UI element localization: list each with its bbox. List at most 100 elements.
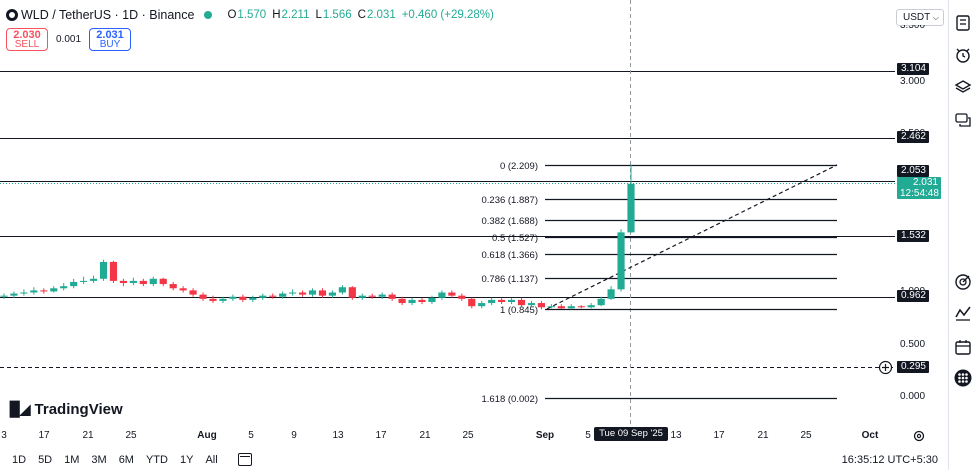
sell-price: 2.030 [13,29,41,41]
market-status-dot [204,11,213,19]
fib-level-label: 0.382 (1.688) [481,216,538,227]
candle-body [587,305,595,308]
candle-body [517,299,526,306]
tradingview-logo[interactable]: ▉◢ TradingView [10,401,123,418]
candle-body [279,293,287,297]
candle-body [627,183,635,233]
candle-body [328,292,337,296]
settings-gear-icon[interactable] [912,429,926,443]
candle-body [617,232,625,290]
chart-canvas[interactable]: 0 (2.209) 0.236 (1.887) 0.382 (1.688) 0.5 (… [0,0,948,448]
candle-body [209,298,217,301]
currency-select[interactable]: USDT ⌵ [896,9,944,26]
buy-button[interactable]: 2.031 BUY [89,28,132,51]
candle-body [348,287,356,298]
ideas-icon[interactable] [954,304,972,322]
candle-body [368,295,376,297]
alarm-clock-icon[interactable] [954,46,972,64]
date-range-calendar-icon[interactable] [237,453,252,466]
fib-level-label: 0.618 (1.366) [481,250,538,261]
time-axis-label: 5 [585,430,591,441]
price-tag: 2.053 [897,165,929,177]
candle-body [159,278,167,285]
candle-body [557,306,565,309]
candle-body [577,306,585,308]
candle-body [318,290,327,296]
candle-body [408,299,416,304]
time-axis-label: Aug [197,430,216,441]
candle-body [458,295,466,299]
candle-body [338,287,346,293]
time-axis-label: 25 [462,430,474,441]
target-icon[interactable] [954,273,972,291]
candle-body [70,281,78,287]
candle-body [537,303,546,308]
sell-label: SELL [14,39,40,50]
timeframe-3m[interactable]: 3M [91,453,107,466]
timeframe-1y[interactable]: 1Y [179,453,194,466]
timeframe-1m[interactable]: 1M [64,453,80,466]
time-axis-label: 9 [291,430,297,441]
time-axis-label: 25 [125,430,137,441]
candle-body [269,295,277,297]
timeframe-5d[interactable]: 5D [38,453,53,466]
candle-body [99,261,108,279]
buy-label: BUY [99,39,121,50]
layers-icon[interactable] [954,78,972,96]
candle-body [507,299,516,302]
bottom-toolbar: 1D 5D 1M 3M 6M YTD 1Y All 16:35:12 UTC+5… [0,449,948,470]
timeframe-ytd[interactable]: YTD [145,453,168,466]
candle-body [50,288,58,292]
timeframe-6m[interactable]: 6M [118,453,134,466]
candle-body [20,292,28,294]
fib-level-label: 0.236 (1.887) [481,195,538,206]
candle-body [428,297,436,302]
candle-body [119,280,128,284]
candle-body [129,280,137,284]
candle-body [249,297,257,300]
price-axis-label-clipped: 3.500 [900,25,926,31]
ohlc-value: 2.211 [281,9,310,21]
candle-body [139,280,147,285]
candle-body [80,280,88,282]
candle-body [189,290,197,295]
fib-level-label: 1 (0.845) [500,305,538,316]
timeframe-1d[interactable]: 1D [12,453,27,466]
crosshair-date-tag: Tue 09 Sep '25 [594,427,668,441]
candle-body [527,303,536,306]
time-axis-label: 17 [713,430,725,441]
candle-body [169,284,177,289]
time-axis-label: 13 [670,430,682,441]
sell-button[interactable]: 2.030 SELL [6,28,48,51]
current-price: 2.031 [912,177,938,188]
candle-body [289,292,297,294]
candle-body [298,292,307,295]
candle-body [597,298,605,306]
buy-price: 2.031 [96,29,124,41]
time-axis-label: Oct [862,430,879,441]
chat-icon[interactable] [954,111,972,129]
ohlc-key: O [227,9,237,21]
time-axis-label: 17 [38,430,50,441]
apps-grid-icon[interactable] [954,369,972,387]
clock-timezone[interactable]: 16:35:12 UTC+5:30 [841,453,938,466]
price-axis-label: 3.000 [900,76,926,87]
candle-body [259,295,267,298]
chart-area[interactable]: 0 (2.209) 0.236 (1.887) 0.382 (1.688) 0.5 (… [0,0,948,448]
candle-body [239,296,247,300]
price-tag: 3.104 [897,63,929,75]
timeframe-all[interactable]: All [205,453,218,466]
ohlc-value: +0.460 (+29.28%) [401,9,494,21]
calendar-icon[interactable] [954,338,972,356]
price-tag: 1.532 [897,230,929,242]
spread-value: 0.001 [56,34,82,45]
candle-body [567,306,575,309]
candle-body [438,292,446,298]
ohlc-value: 2.031 [366,9,396,21]
fib-level-label: 0.786 (1.137) [481,274,538,285]
candle-body [0,295,8,297]
watchlist-icon[interactable] [954,14,972,32]
candle-body [219,298,227,301]
symbol-title[interactable]: WLD / TetherUS · 1D · Binance [21,8,195,22]
ohlc-key: L [315,9,322,21]
